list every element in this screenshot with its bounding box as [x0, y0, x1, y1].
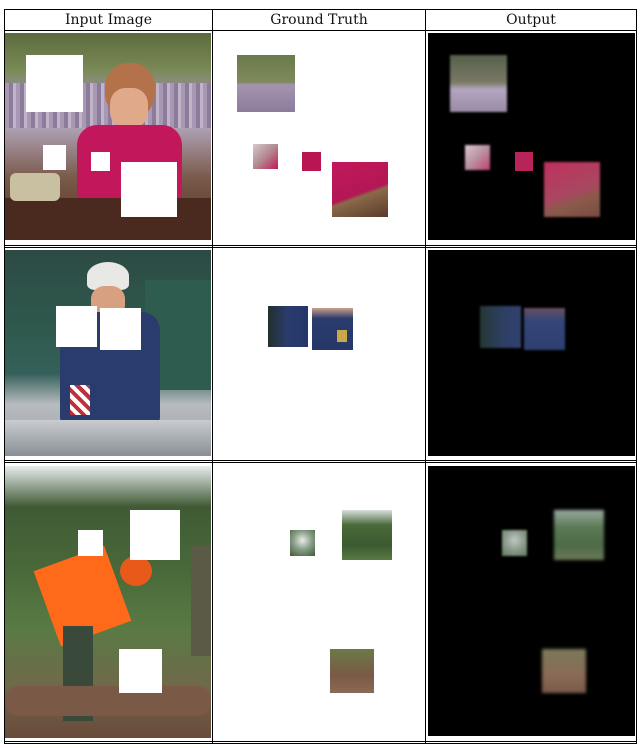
row-1-ground-truth	[213, 33, 424, 243]
row-3-log	[5, 686, 211, 716]
row-1-mask-hole-2	[43, 145, 66, 170]
row-2-ground-truth	[213, 250, 424, 459]
row-2-output-patch-1	[480, 306, 521, 348]
row-3-mask-hole-1	[78, 530, 103, 556]
row-2-chef-hat	[87, 262, 129, 290]
row-1-bottom-rule	[4, 245, 637, 246]
row-2-output-patch-2	[524, 308, 565, 350]
row-1-basket	[10, 173, 60, 201]
row-3-mask-hole-2	[130, 510, 180, 560]
row-3-helmet	[120, 556, 152, 586]
row-2-gt-patch-2	[312, 308, 353, 350]
header-output: Output	[506, 12, 556, 28]
header-bottom-rule	[4, 30, 637, 31]
header-input-image: Input Image	[64, 12, 152, 28]
row-3-output-patch-1	[502, 530, 527, 556]
row-1-output-patch-1	[450, 55, 507, 112]
row-1-mask-hole-3	[91, 152, 110, 171]
table-bottom-rule	[4, 743, 637, 744]
row-1-output-patch-2	[465, 145, 490, 170]
row-2-gt-patch-1	[268, 306, 308, 347]
row-2-towel	[70, 385, 90, 415]
table-top-rule	[4, 9, 637, 10]
column-divider-2	[425, 9, 426, 744]
row-1-output	[428, 33, 635, 240]
row-3-gt-patch-1	[290, 530, 315, 556]
row-3-output-patch-2	[554, 510, 604, 560]
row-3-gt-patch-3	[330, 649, 374, 693]
row-1-gt-patch-2	[253, 144, 278, 169]
row-1-output-patch-3	[515, 152, 533, 171]
row-3-bottom-rule	[4, 741, 637, 742]
row-3-gt-patch-2	[342, 510, 392, 560]
row-3-output-patch-3	[542, 649, 586, 693]
row-1-mask-hole-1	[26, 55, 83, 112]
row-2-bottom-rule	[4, 460, 637, 461]
row-2-top-rule	[4, 247, 637, 248]
row-1-gt-patch-1	[237, 55, 295, 112]
row-3-mask-hole-3	[119, 649, 162, 693]
row-2-sink	[5, 420, 211, 456]
column-divider-1	[212, 9, 213, 744]
row-2-mask-hole-1	[56, 306, 97, 347]
row-2-input-image	[5, 250, 211, 456]
row-2-mask-hole-2	[100, 308, 141, 350]
row-3-output	[428, 466, 635, 736]
table-right-border	[636, 9, 637, 744]
row-1-input-image	[5, 33, 211, 240]
row-1-gt-patch-4	[332, 162, 388, 217]
row-1-output-patch-4	[544, 162, 600, 217]
row-2-output	[428, 250, 635, 456]
row-3-top-rule	[4, 462, 637, 463]
row-1-table	[5, 198, 211, 240]
row-1-face	[110, 88, 148, 128]
row-3-ground-truth	[213, 466, 424, 740]
row-1-mask-hole-4	[121, 162, 177, 217]
table-left-border	[4, 9, 5, 744]
header-ground-truth: Ground Truth	[270, 12, 368, 28]
row-3-person-edge	[191, 546, 211, 656]
row-2-gt-badge	[337, 330, 347, 342]
row-1-gt-patch-3	[302, 152, 321, 171]
row-3-input-image	[5, 466, 211, 738]
